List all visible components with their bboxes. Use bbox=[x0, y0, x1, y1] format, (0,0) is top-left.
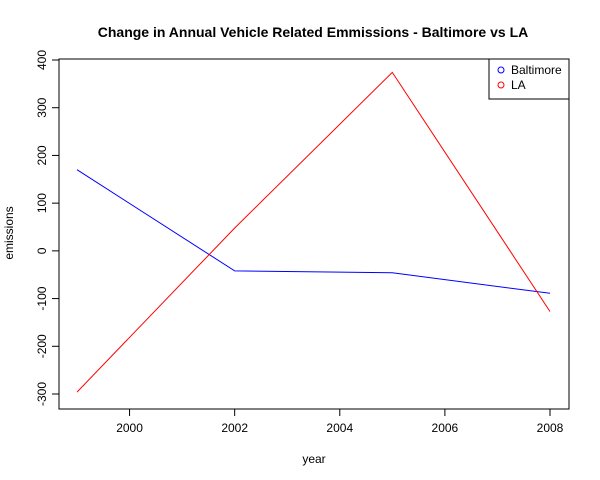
legend-label-baltimore: Baltimore bbox=[511, 63, 562, 77]
y-tick-label: -100 bbox=[35, 286, 49, 310]
legend-box bbox=[488, 58, 570, 100]
y-axis-label: emissions bbox=[2, 206, 16, 259]
y-tick-label: -300 bbox=[35, 382, 49, 406]
y-tick-label: -200 bbox=[35, 334, 49, 358]
x-tick-label: 2000 bbox=[116, 421, 143, 435]
legend-marker-baltimore bbox=[497, 66, 505, 74]
legend-label-la: LA bbox=[511, 78, 526, 92]
y-axis: -300 -200 -100 0 100 200 300 400 bbox=[35, 50, 59, 406]
legend-marker-la bbox=[497, 81, 505, 89]
y-tick-label: 300 bbox=[35, 97, 49, 117]
x-axis: 2000 2002 2004 2006 2008 bbox=[116, 409, 564, 435]
series-line-baltimore bbox=[76, 169, 551, 294]
series-line-la bbox=[76, 71, 551, 393]
y-tick-label: 100 bbox=[35, 193, 49, 213]
x-axis-label: year bbox=[302, 452, 325, 466]
x-tick-label: 2002 bbox=[221, 421, 248, 435]
chart-title: Change in Annual Vehicle Related Emmissi… bbox=[98, 24, 528, 40]
series-layer bbox=[76, 71, 551, 393]
x-tick-label: 2006 bbox=[432, 421, 459, 435]
y-tick-label: 400 bbox=[35, 50, 49, 70]
y-tick-label: 0 bbox=[35, 247, 49, 254]
plot-frame bbox=[58, 58, 570, 410]
x-tick-label: 2004 bbox=[326, 421, 353, 435]
y-tick-label: 200 bbox=[35, 145, 49, 165]
x-tick-label: 2008 bbox=[537, 421, 564, 435]
